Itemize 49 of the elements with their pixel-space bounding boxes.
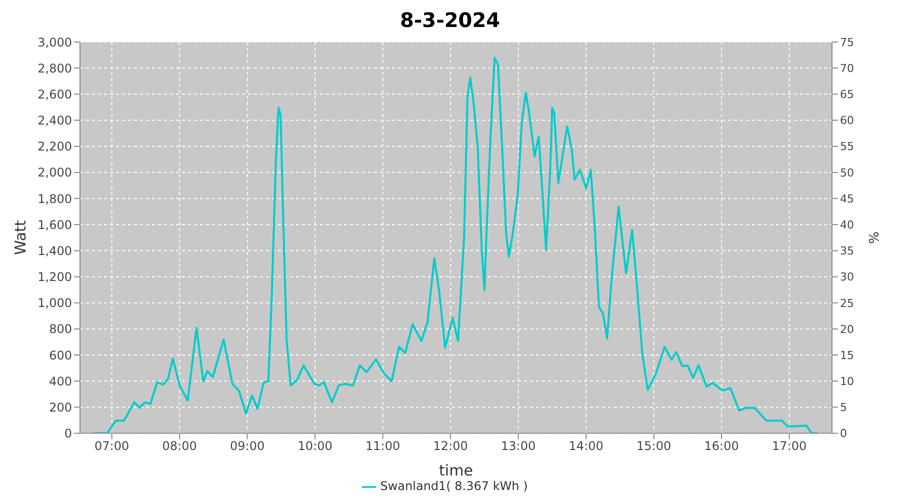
y2-tick-label: 75: [840, 36, 854, 49]
y-tick-label: 1,800: [38, 192, 72, 206]
y2-axis-title: %: [868, 231, 883, 244]
y-tick-label: 1,000: [38, 296, 72, 310]
chart-title: 8-3-2024: [398, 8, 502, 34]
y-tick-label: 1,200: [38, 270, 72, 284]
y2-tick-label: 15: [840, 348, 854, 362]
y-tick-label: 2,200: [38, 140, 72, 154]
x-tick-label: 14:00: [568, 438, 604, 453]
x-tick-label: 09:00: [230, 438, 265, 453]
y2-tick-label: 55: [840, 140, 854, 154]
y-tick-label: 2,000: [38, 166, 72, 180]
y2-tick-label: 5: [840, 401, 847, 414]
legend-label: Swanland1( 8.367 kWh ): [380, 479, 528, 494]
y2-tick-label: 25: [840, 296, 854, 310]
y2-tick-label: 35: [840, 244, 854, 258]
y2-tick-label: 20: [840, 322, 854, 336]
y-tick-label: 400: [49, 374, 72, 388]
y2-tick-label: 40: [840, 218, 854, 232]
x-axis-title: time: [439, 461, 473, 480]
y-tick-label: 2,800: [38, 61, 72, 76]
y-tick-label: 0: [64, 426, 72, 441]
x-tick-label: 12:00: [433, 438, 468, 453]
y-tick-label: 2,400: [38, 114, 72, 128]
y-tick-label: 1,400: [38, 244, 72, 258]
y2-tick-label: 60: [840, 114, 854, 128]
y-tick-label: 1,600: [38, 218, 72, 232]
y2-tick-label: 0: [840, 427, 847, 440]
x-tick-label: 11:00: [366, 438, 400, 453]
y2-tick-label: 50: [840, 166, 854, 180]
y2-tick-label: 45: [840, 192, 854, 206]
y2-tick-label: 65: [840, 88, 854, 102]
y-tick-label: 200: [49, 400, 72, 414]
x-tick-label: 13:00: [501, 438, 536, 453]
y-tick-label: 3,000: [38, 35, 72, 50]
y-axis-title: Watt: [11, 220, 30, 256]
x-tick-label: 07:00: [94, 438, 130, 453]
y2-tick-label: 70: [840, 62, 854, 75]
y2-tick-label: 10: [840, 375, 854, 388]
y-tick-label: 800: [49, 322, 72, 336]
y-tick-label: 600: [49, 348, 72, 362]
x-tick-label: 16:00: [704, 438, 739, 453]
x-tick-label: 10:00: [298, 438, 332, 453]
y2-tick-label: 30: [840, 270, 854, 284]
x-tick-label: 15:00: [636, 438, 672, 453]
x-tick-label: 17:00: [772, 438, 807, 453]
line-series: [92, 56, 819, 434]
x-tick-label: 08:00: [162, 438, 197, 453]
y-tick-label: 2,600: [38, 87, 72, 102]
